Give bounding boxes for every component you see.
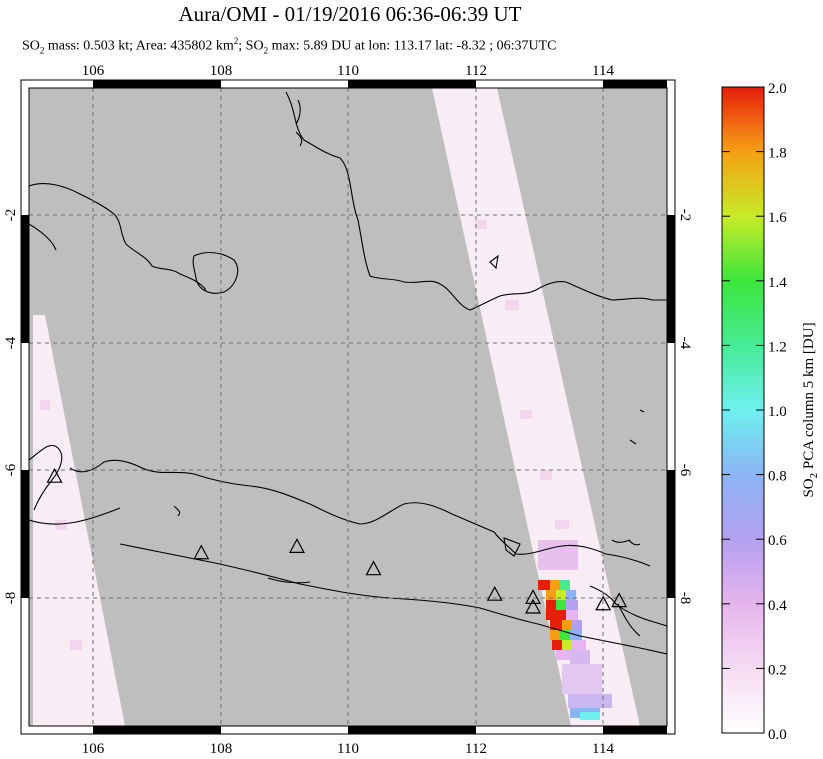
volcano-marker [365, 560, 382, 576]
colorbar-label: SO2 PCA column 5 km [DU] [801, 322, 820, 497]
lon-label-top: 114 [592, 63, 614, 79]
map-title: Aura/OMI - 01/19/2016 06:36-06:39 UT [178, 2, 522, 26]
lat-label-right: -2 [677, 209, 693, 222]
volcano-marker [525, 598, 542, 614]
lon-label-bottom: 110 [337, 741, 359, 757]
lon-label-bottom: 112 [465, 741, 487, 757]
swath-pixels [40, 220, 569, 650]
lon-label-bottom: 106 [82, 741, 105, 757]
lon-label-bottom: 114 [592, 741, 614, 757]
lon-label-top: 108 [210, 63, 233, 79]
lon-label-top: 112 [465, 63, 487, 79]
colorbar-tick-label: 0.4 [768, 598, 787, 614]
coastlines [29, 91, 667, 655]
lat-label-right: -8 [677, 592, 693, 605]
lat-label-left: -2 [3, 209, 19, 222]
lat-label-left: -4 [3, 336, 19, 349]
volcano-marker [486, 585, 503, 601]
grid-lines [29, 88, 667, 726]
lon-label-top: 106 [82, 63, 105, 79]
omi-swath-east [432, 88, 640, 726]
colorbar-tick-label: 0.6 [768, 533, 787, 549]
colorbar-tick-label: 0.0 [768, 727, 787, 743]
colorbar-tick-label: 1.8 [768, 146, 787, 162]
lat-label-left: -6 [3, 463, 19, 476]
volcano-marker [525, 589, 542, 605]
colorbar-ticks: 0.0 0.2 0.4 0.6 0.8 1.0 1.2 1.4 1.6 1.8 2.0 [722, 81, 787, 743]
colorbar-tick-label: 0.2 [768, 662, 787, 678]
map-frame [20, 79, 676, 735]
lat-label-left: -8 [3, 592, 19, 605]
colorbar-tick-label: 0.8 [768, 469, 787, 485]
lat-label-right: -6 [677, 464, 693, 477]
colorbar-tick-label: 1.4 [768, 275, 787, 291]
volcano-marker [595, 595, 612, 611]
lon-label-top: 110 [337, 63, 359, 79]
volcano-marker [288, 538, 305, 553]
volcano-marker [193, 544, 210, 560]
volcano-marker [611, 592, 628, 608]
colorbar: 0.0 0.2 0.4 0.6 0.8 1.0 1.2 1.4 1.6 1.8 2.0 SO2 PC… [721, 81, 820, 743]
omi-swath-west [33, 315, 125, 726]
so2-plume [538, 540, 612, 720]
colorbar-tick-label: 1.0 [768, 404, 787, 420]
lon-label-bottom: 108 [210, 741, 233, 757]
axis-labels: 106 108 110 112 114 106 108 110 112 114 … [3, 63, 693, 757]
map-subtitle: SO2 mass: 0.503 kt; Area: 435802 km2; SO… [22, 36, 557, 56]
volcano-marker [46, 467, 63, 483]
colorbar-tick-label: 2.0 [768, 81, 787, 97]
colorbar-tick-label: 1.6 [768, 210, 787, 226]
lat-label-right: -4 [677, 337, 693, 350]
colorbar-tick-label: 1.2 [768, 339, 787, 355]
